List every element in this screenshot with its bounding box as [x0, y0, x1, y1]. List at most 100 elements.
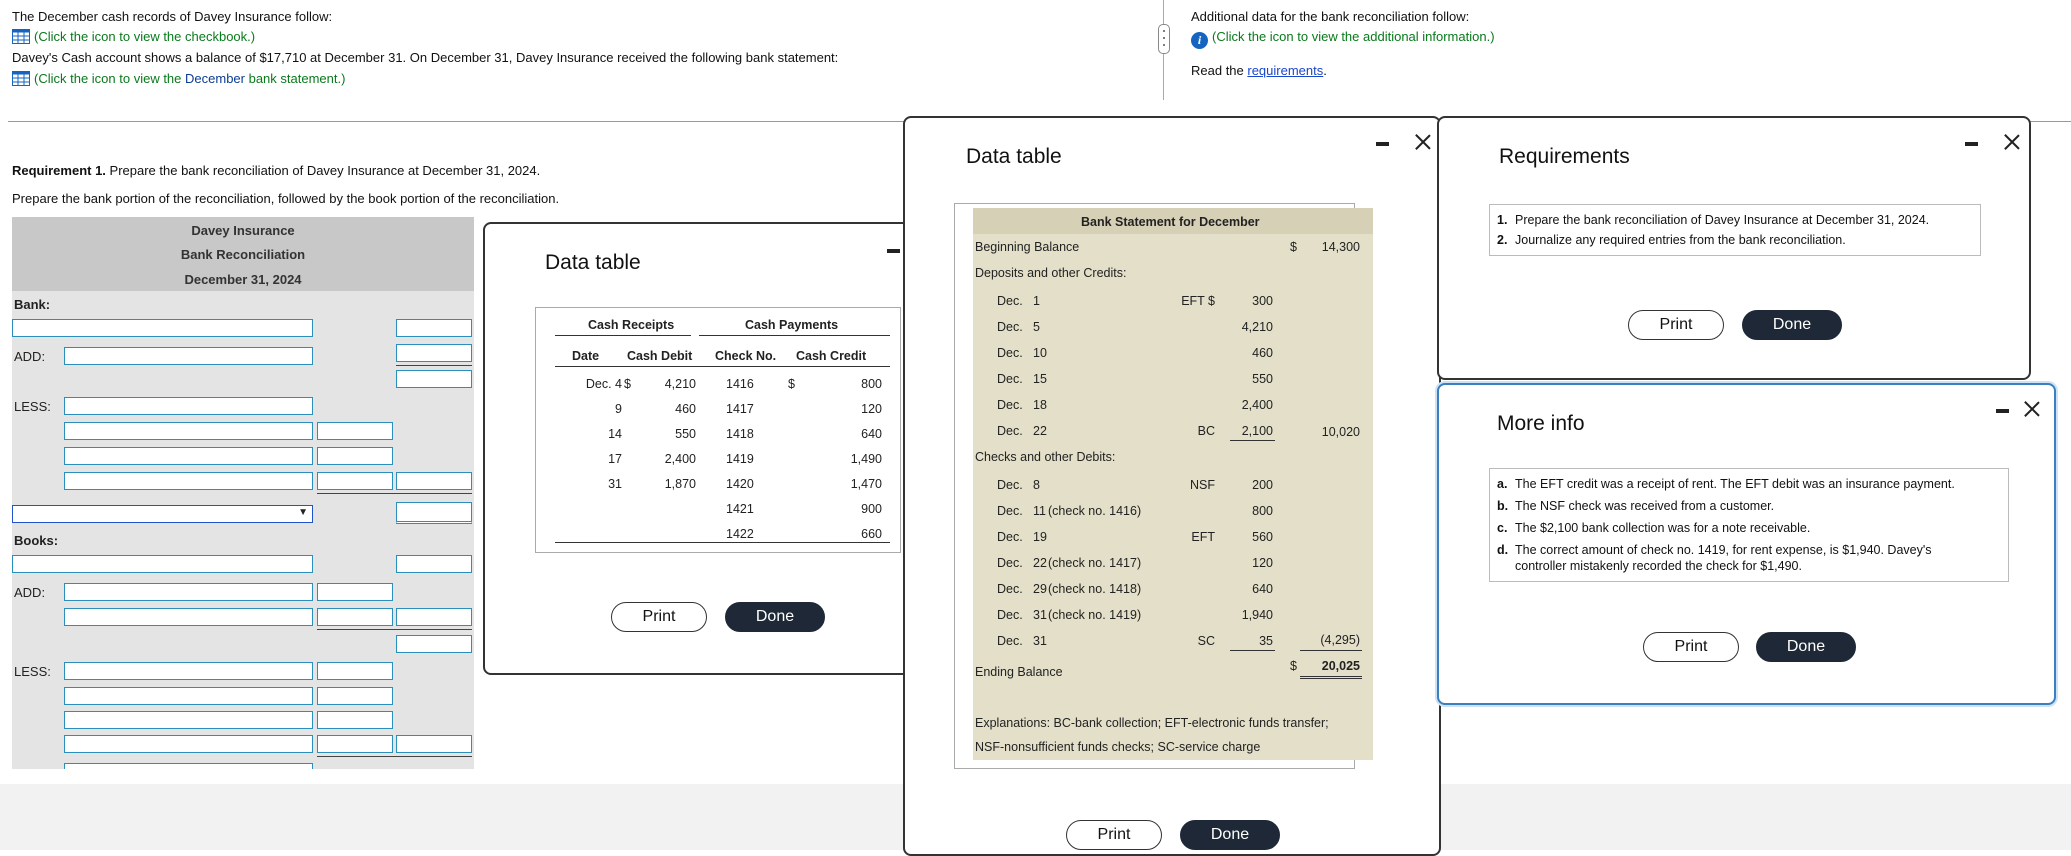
- bank-link-month[interactable]: December: [185, 71, 245, 86]
- books-add-amount-input[interactable]: [317, 583, 393, 601]
- divider-line: [8, 121, 1168, 122]
- info-item: controller mistakenly recorded the check…: [1515, 559, 1802, 573]
- bank-link-post[interactable]: bank statement.): [244, 71, 346, 86]
- bank-less-amount-input[interactable]: [317, 447, 393, 465]
- bank-less-amount-input[interactable]: [317, 422, 393, 440]
- bank-less-description-input[interactable]: [64, 472, 313, 490]
- entry-month: Dec.: [997, 372, 1023, 386]
- bank-add-description-input[interactable]: [64, 347, 313, 365]
- read-post: .: [1323, 63, 1327, 78]
- additional-data-text: Additional data for the bank reconciliat…: [1191, 9, 1470, 24]
- bank-less-description-input[interactable]: [64, 397, 313, 415]
- entry-day: 19: [1033, 530, 1047, 544]
- done-button[interactable]: Done: [1742, 310, 1842, 340]
- books-less-amount-input[interactable]: [317, 687, 393, 705]
- books-balance-input[interactable]: [396, 555, 472, 573]
- underline: [396, 365, 472, 366]
- underline: [555, 335, 691, 336]
- beginning-balance-value: 14,300: [1321, 240, 1360, 254]
- info-letter: b.: [1497, 499, 1509, 513]
- payment-check-no: 1421: [726, 502, 754, 516]
- books-less-description-input[interactable]: [64, 735, 313, 753]
- checkbook-link[interactable]: (Click the icon to view the checkbook.): [12, 28, 255, 46]
- done-button[interactable]: Done: [725, 602, 825, 632]
- underline: [1230, 650, 1275, 651]
- receipt-date: 17: [608, 452, 622, 466]
- books-add-total-input[interactable]: [396, 608, 472, 626]
- underline: [317, 756, 472, 757]
- books-less-amount-input[interactable]: [317, 735, 393, 753]
- receipt-amount: 1,870: [664, 477, 696, 491]
- books-less-total-input[interactable]: [396, 735, 472, 753]
- double-underline: [1300, 676, 1362, 679]
- chevron-down-icon[interactable]: ▼: [298, 507, 308, 518]
- bank-subtotal-input[interactable]: [396, 370, 472, 388]
- bank-less-total-input[interactable]: [396, 472, 472, 490]
- entry-code: EFT $: [1181, 294, 1215, 308]
- entry-amount: 560: [1252, 530, 1273, 544]
- additional-info-link-text[interactable]: (Click the icon to view the additional i…: [1212, 29, 1495, 44]
- entry-code: SC: [1197, 634, 1215, 648]
- books-less-description-input[interactable]: [64, 711, 313, 729]
- adjusted-bank-balance-select[interactable]: ▼: [12, 505, 313, 523]
- entry-code: EFT: [1191, 530, 1215, 544]
- minimize-icon[interactable]: [1965, 142, 1978, 146]
- bank-add-amount-input[interactable]: [396, 344, 472, 362]
- entry-month: Dec.: [997, 582, 1023, 596]
- pane-resize-handle[interactable]: [1158, 24, 1170, 54]
- requirement-label: Requirement 1.: [12, 163, 106, 178]
- requirement-item: Prepare the bank reconciliation of Davey…: [1515, 213, 1930, 227]
- books-less-description-input[interactable]: [64, 687, 313, 705]
- close-icon[interactable]: [1415, 134, 1431, 150]
- bank-description-input[interactable]: [12, 319, 313, 337]
- minimize-icon[interactable]: [1996, 409, 2009, 413]
- books-description-input[interactable]: [12, 555, 313, 573]
- books-less-amount-input[interactable]: [317, 711, 393, 729]
- receipt-amount: 2,400: [664, 452, 696, 466]
- done-button[interactable]: Done: [1180, 820, 1280, 850]
- bank-add-label: ADD:: [14, 349, 46, 364]
- info-icon[interactable]: i: [1191, 32, 1208, 49]
- entry-amount: 120: [1252, 556, 1273, 570]
- entry-amount: 4,210: [1241, 320, 1273, 334]
- explanation-line-2: NSF-nonsufficient funds checks; SC-servi…: [975, 740, 1261, 754]
- bank-statement-background: [973, 208, 1373, 760]
- entry-month: Dec.: [997, 478, 1023, 492]
- bank-statement-link[interactable]: (Click the icon to view the December ban…: [12, 70, 345, 88]
- books-add-description-input[interactable]: [64, 583, 313, 601]
- adjusted-bank-balance-input[interactable]: [396, 502, 472, 524]
- read-requirements: Read the requirements.: [1191, 62, 1327, 80]
- close-icon[interactable]: [2024, 401, 2040, 417]
- print-button[interactable]: Print: [1066, 820, 1162, 850]
- books-subtotal-input[interactable]: [396, 635, 472, 653]
- bank-less-amount-input[interactable]: [317, 472, 393, 490]
- books-add-amount-input[interactable]: [317, 608, 393, 626]
- minimize-icon[interactable]: [1376, 142, 1389, 146]
- bank-link-pre[interactable]: (Click the icon to view the: [34, 71, 186, 86]
- books-less-amount-input[interactable]: [317, 662, 393, 680]
- bank-balance-input[interactable]: [396, 319, 472, 337]
- books-description-input[interactable]: [64, 763, 313, 769]
- beginning-balance-currency: $: [1290, 240, 1297, 254]
- books-add-description-input[interactable]: [64, 608, 313, 626]
- print-button[interactable]: Print: [611, 602, 707, 632]
- requirements-link[interactable]: requirements: [1247, 63, 1324, 78]
- entry-day: 15: [1033, 372, 1047, 386]
- bank-less-description-input[interactable]: [64, 447, 313, 465]
- print-button[interactable]: Print: [1643, 632, 1739, 662]
- bank-less-description-input[interactable]: [64, 422, 313, 440]
- payment-amount: 660: [861, 527, 882, 541]
- dialog-title: More info: [1497, 412, 1585, 435]
- payment-check-no: 1422: [726, 527, 754, 541]
- checkbook-link-text[interactable]: (Click the icon to view the checkbook.): [34, 29, 256, 44]
- table-icon[interactable]: [12, 29, 30, 44]
- books-less-description-input[interactable]: [64, 662, 313, 680]
- underline: [1230, 440, 1275, 441]
- additional-info-link[interactable]: i (Click the icon to view the additional …: [1191, 28, 1495, 49]
- close-icon[interactable]: [2004, 134, 2020, 150]
- info-item: The NSF check was received from a custom…: [1515, 499, 1775, 513]
- minimize-icon[interactable]: [887, 249, 900, 253]
- done-button[interactable]: Done: [1756, 632, 1856, 662]
- print-button[interactable]: Print: [1628, 310, 1724, 340]
- table-icon[interactable]: [12, 71, 30, 86]
